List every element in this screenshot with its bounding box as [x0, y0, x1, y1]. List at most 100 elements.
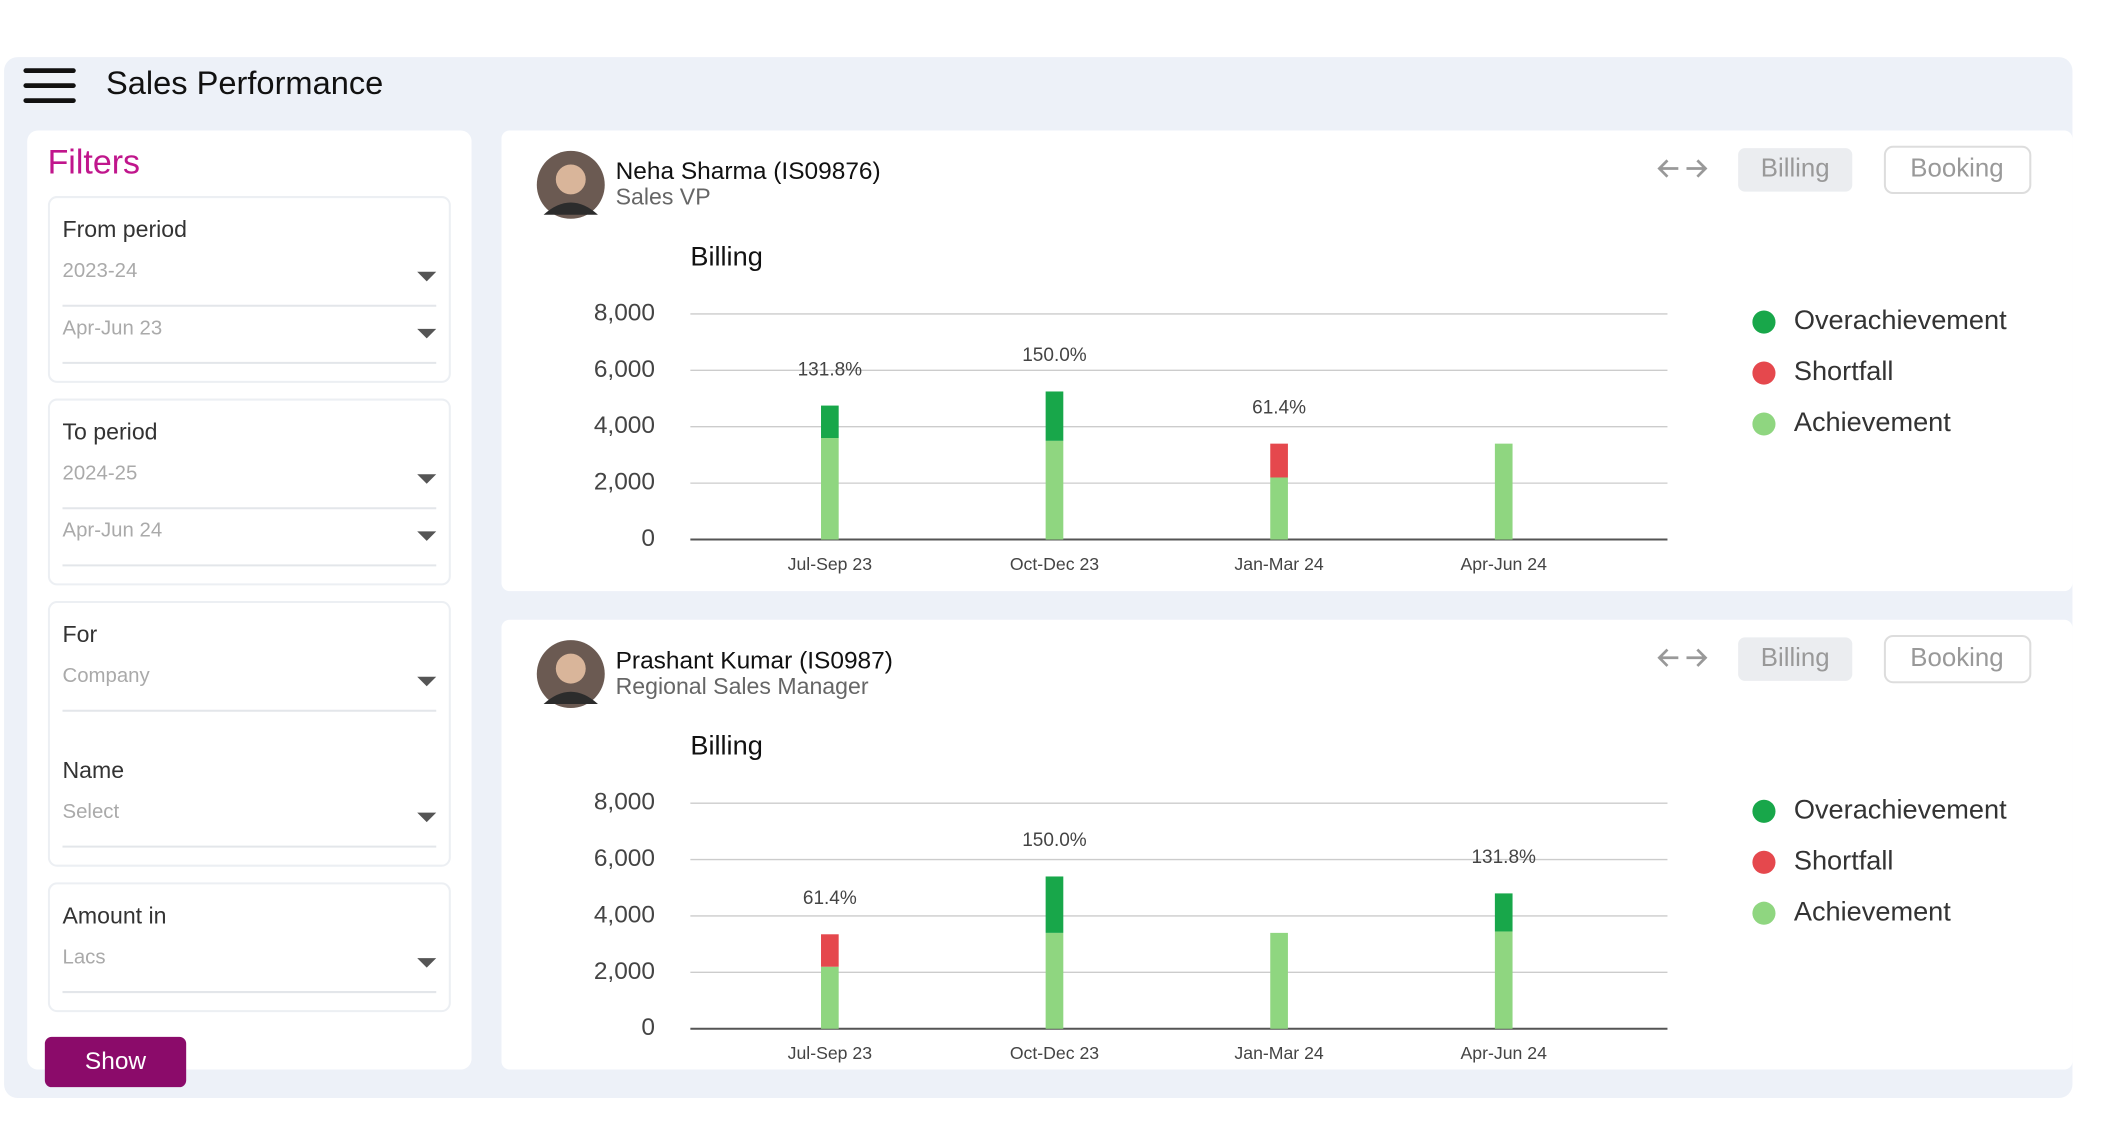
dropdown[interactable]: Lacs: [62, 946, 437, 994]
filter-box-frame: [47, 196, 451, 383]
legend-swatch: [1752, 799, 1776, 823]
show-button-bg: [44, 1036, 187, 1088]
dropdown-value: 2023-24: [63, 260, 138, 282]
bar-segment: [1270, 932, 1288, 1029]
show-button[interactable]: Show: [44, 1036, 187, 1088]
dropdown[interactable]: Company: [62, 665, 437, 712]
x-tick-label: Jul-Sep 23: [788, 554, 873, 574]
dropdown[interactable]: 2024-25: [62, 463, 437, 510]
avatar-face: [555, 653, 586, 684]
percent-label: 131.8%: [1471, 847, 1536, 868]
bar-segment: [1045, 440, 1064, 540]
percent-label: 61.4%: [1252, 397, 1306, 418]
dropdown-value: Apr-Jun 24: [63, 520, 163, 542]
filter-label: To period: [63, 419, 158, 445]
y-tick-label: 2,000: [594, 469, 655, 496]
billing-button[interactable]: Billing: [1738, 148, 1853, 192]
swap-arrows[interactable]: [1657, 159, 1708, 178]
bar-segment: [821, 405, 839, 439]
legend-swatch: [1752, 361, 1776, 385]
billing-button-bg: [1738, 148, 1853, 192]
avatar-face: [555, 164, 586, 195]
bar-segment: [821, 934, 839, 967]
legend-label: Overachievement: [1794, 793, 2007, 824]
bar-segment: [1045, 932, 1064, 1029]
booking-button[interactable]: Booking: [1883, 145, 2032, 194]
filter-box: Amount in Lacs: [47, 882, 451, 1013]
dropdown-value: Apr-Jun 23: [63, 317, 163, 339]
dropdown-arrow: [417, 474, 437, 484]
x-tick-label: Apr-Jun 24: [1461, 1043, 1548, 1063]
bar-segment: [1494, 893, 1513, 932]
dropdown[interactable]: Apr-Jun 24: [62, 520, 437, 567]
x-tick-label: Oct-Dec 23: [1010, 1043, 1099, 1063]
legend-swatch: [1752, 901, 1776, 925]
percent-label: 131.8%: [798, 359, 863, 380]
booking-button-label: Booking: [1910, 155, 2003, 183]
billing-button[interactable]: Billing: [1738, 637, 1853, 681]
dropdown[interactable]: Apr-Jun 23: [62, 317, 437, 364]
person-name: Neha Sharma (IS09876): [616, 158, 881, 185]
dropdown-value: Lacs: [63, 946, 106, 968]
menu-icon[interactable]: [23, 68, 76, 103]
sales-panel: Prashant Kumar (IS0987)Regional Sales Ma…: [501, 619, 2073, 1070]
person-name: Prashant Kumar (IS0987): [616, 647, 893, 674]
y-tick-label: 4,000: [594, 901, 655, 928]
y-tick-label: 2,000: [594, 958, 655, 985]
dropdown-arrow: [417, 328, 437, 339]
percent-label: 61.4%: [803, 888, 857, 909]
legend-label: Achievement: [1794, 406, 1951, 437]
x-tick-label: Apr-Jun 24: [1461, 554, 1548, 574]
bar-segment: [821, 438, 839, 540]
booking-button-bg: [1883, 145, 2032, 194]
x-tick-label: Jan-Mar 24: [1234, 554, 1323, 574]
sales-panel: Neha Sharma (IS09876)Sales VP Billing Book…: [501, 130, 2073, 592]
dropdown[interactable]: Select: [62, 801, 437, 848]
page-title: Sales Performance: [106, 64, 383, 101]
swap-arrows[interactable]: [1657, 648, 1708, 667]
y-tick-label: 6,000: [594, 845, 655, 872]
booking-button-label: Booking: [1910, 644, 2003, 672]
billing-button-label: Billing: [1761, 155, 1830, 183]
booking-button-bg: [1883, 634, 2032, 684]
filter-box: To period 2024-25 Apr-Jun 24: [47, 398, 451, 586]
avatar-body: [543, 202, 598, 215]
person-role: Sales VP: [616, 184, 711, 210]
filter-box: For Company Name Select: [47, 601, 451, 867]
bar-segment: [821, 966, 839, 1029]
dropdown-arrow: [417, 271, 437, 282]
filters-title: Filters: [48, 143, 140, 181]
bar-segment: [1270, 477, 1288, 540]
dropdown-arrow: [417, 812, 437, 823]
dropdown-arrow: [417, 676, 437, 687]
filter-box-frame: [47, 601, 451, 867]
y-tick-label: 0: [641, 1014, 655, 1041]
dropdown-arrow: [417, 958, 437, 968]
legend-swatch: [1752, 412, 1776, 436]
legend-label: Shortfall: [1794, 355, 1894, 386]
billing-button-bg: [1738, 637, 1853, 681]
x-tick-label: Oct-Dec 23: [1010, 554, 1099, 574]
dropdown-value: Company: [63, 665, 151, 687]
x-tick-label: Jul-Sep 23: [788, 1043, 873, 1063]
bar-segment: [1494, 443, 1513, 540]
chart-title: Billing: [690, 730, 762, 761]
booking-button[interactable]: Booking: [1883, 634, 2032, 684]
y-tick-label: 0: [641, 525, 655, 552]
x-tick-label: Jan-Mar 24: [1234, 1043, 1323, 1063]
filter-label: Amount in: [63, 902, 167, 928]
filter-label: For: [63, 621, 98, 647]
billing-button-label: Billing: [1761, 644, 1830, 672]
dropdown[interactable]: 2023-24: [62, 260, 437, 307]
filter-box-frame: [47, 882, 451, 1013]
y-tick-label: 8,000: [594, 789, 655, 816]
legend-label: Overachievement: [1794, 304, 2007, 335]
filter-box: From period 2023-24 Apr-Jun 23: [47, 196, 451, 383]
panel-bg: [501, 130, 2073, 592]
percent-label: 150.0%: [1022, 345, 1087, 366]
filter-label: From period: [63, 216, 188, 242]
legend-swatch: [1752, 310, 1776, 334]
avatar-body: [543, 691, 598, 704]
